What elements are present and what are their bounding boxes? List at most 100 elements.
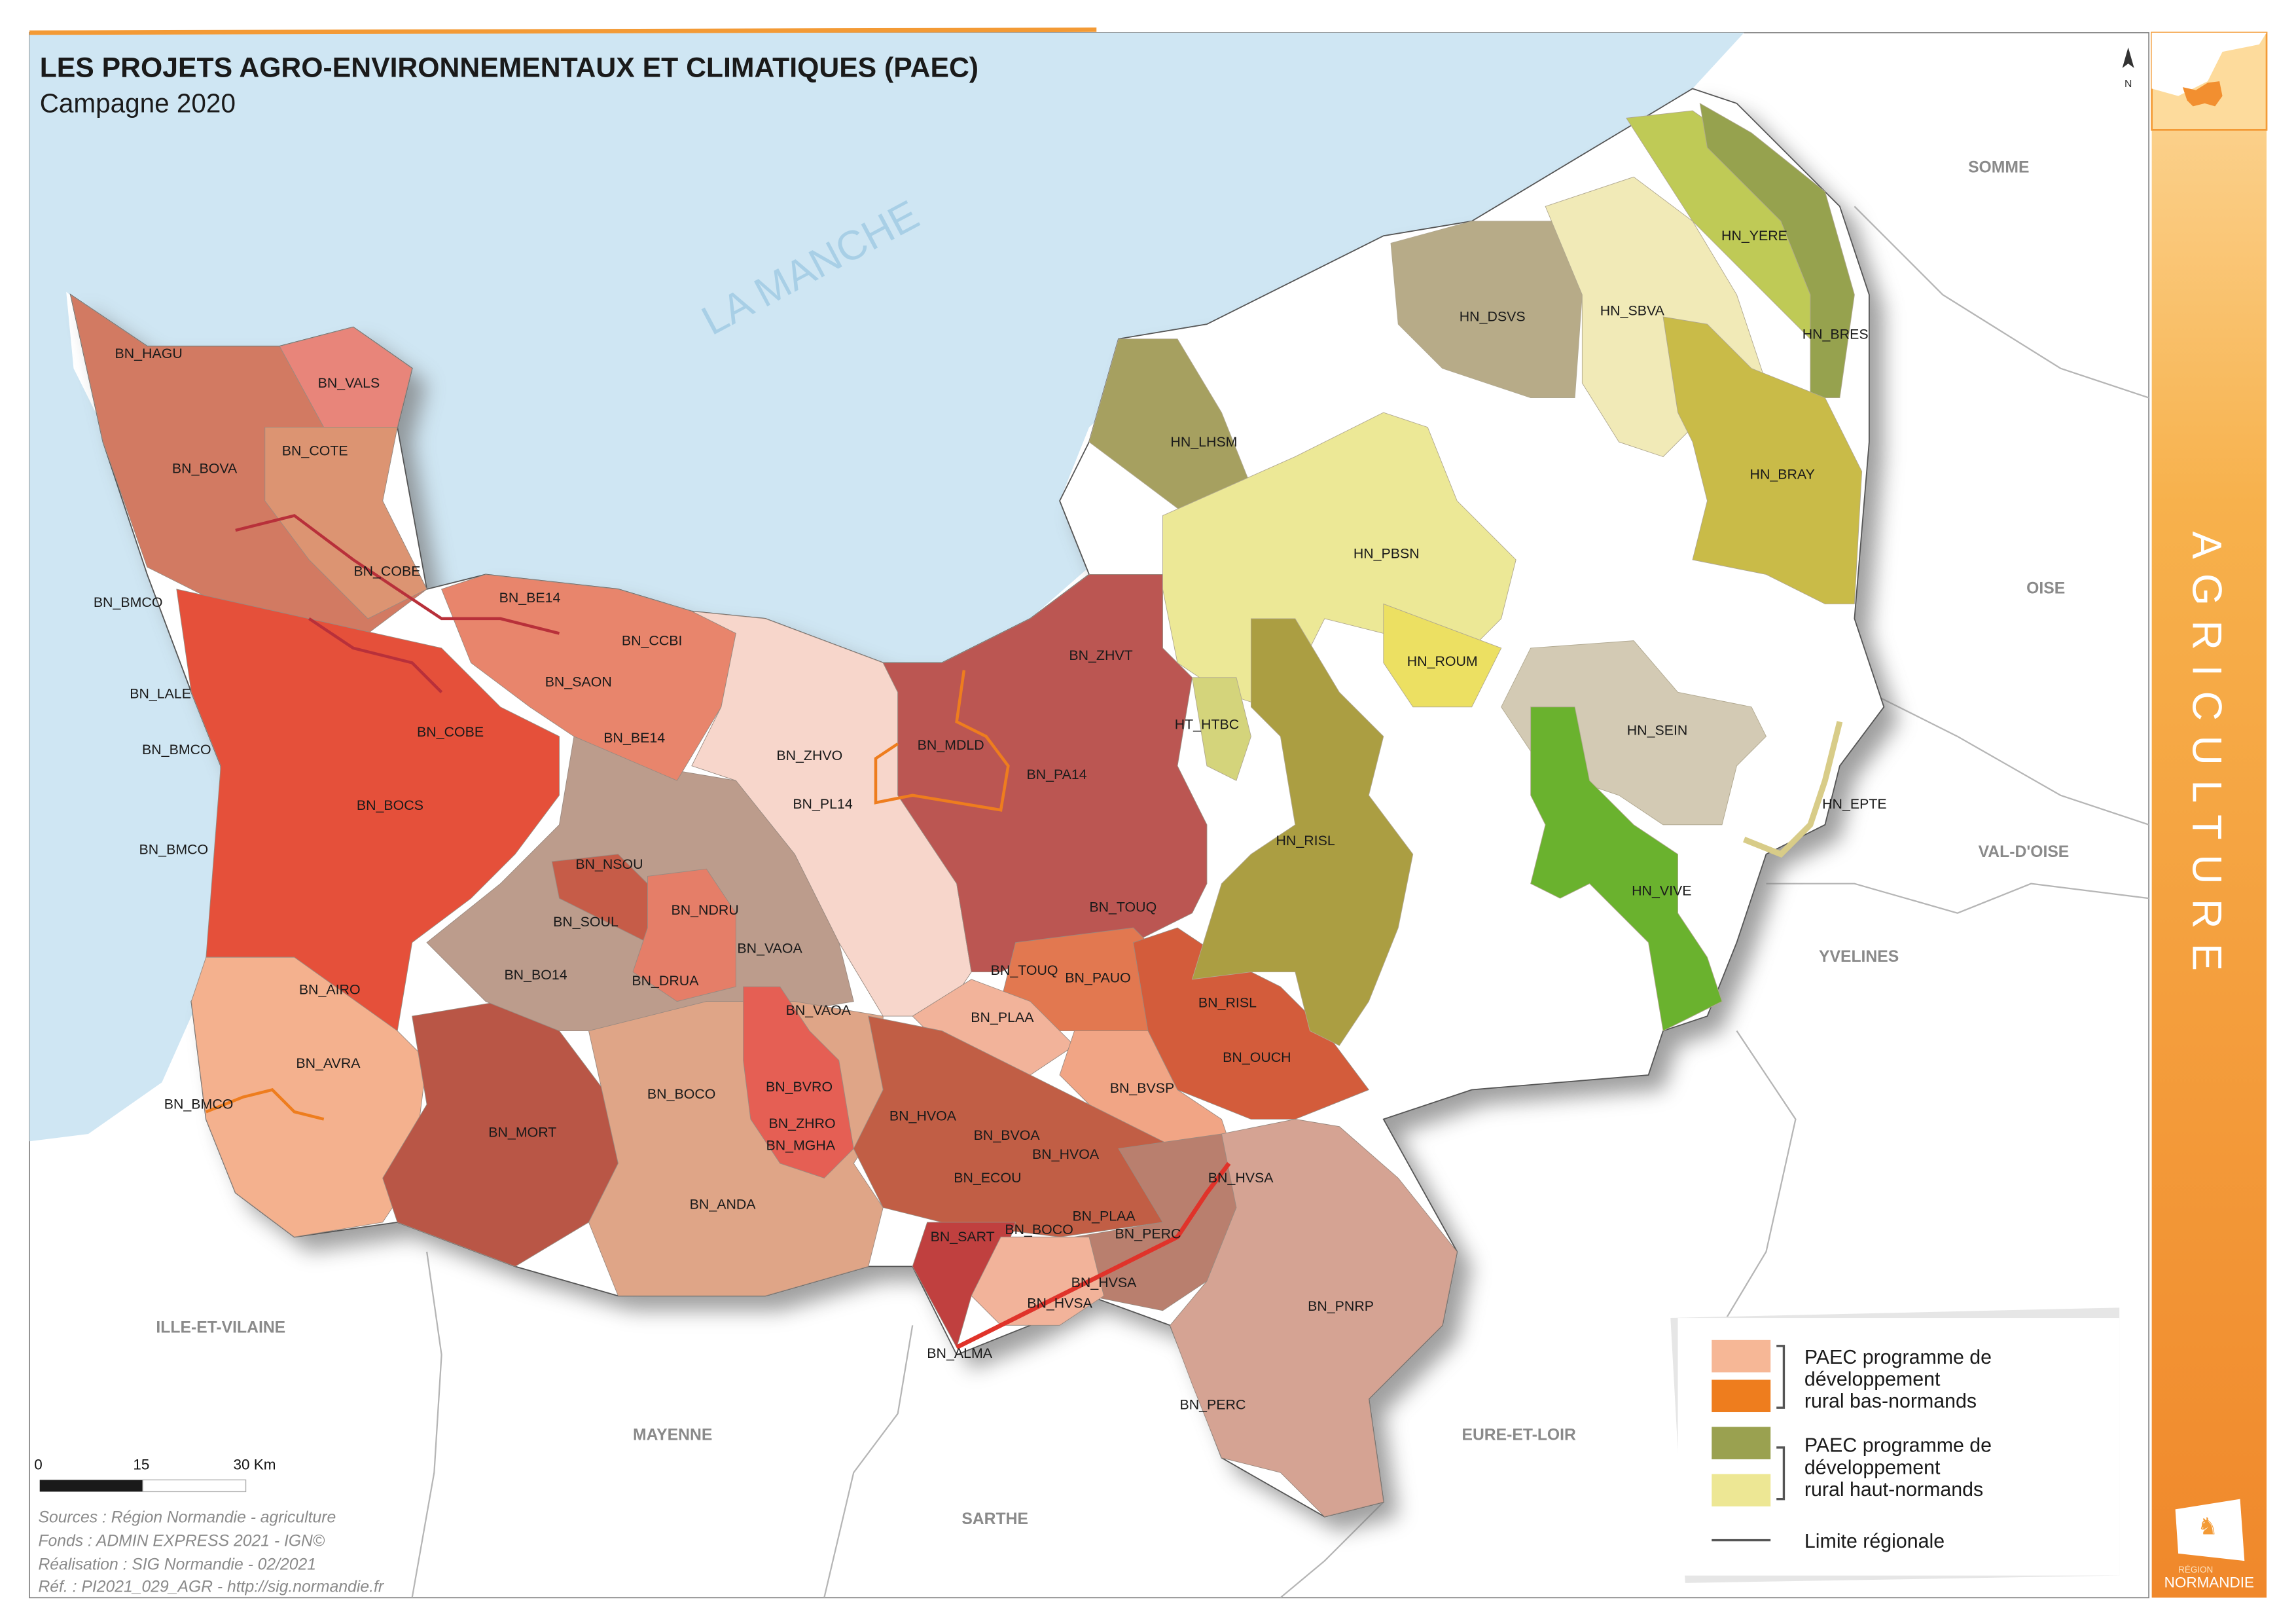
zone-label: BN_CCBI <box>622 632 683 648</box>
zone-label: BN_DRUA <box>632 973 699 989</box>
zone-label: HN_SEIN <box>1627 723 1688 739</box>
svg-text:NORMANDIE: NORMANDIE <box>2164 1575 2254 1591</box>
zone-label: HT_HTBC <box>1175 717 1240 733</box>
zone-label: BN_AVRA <box>296 1055 361 1071</box>
department-label: YVELINES <box>1819 948 1899 966</box>
zone-label: BN_PERC <box>1115 1226 1181 1242</box>
river-hvsa <box>956 1161 1231 1350</box>
sources-block: Sources : Région Normandie - agriculture… <box>38 1509 384 1596</box>
department-labels: SOMME OISE VAL-D'OISE YVELINES ILLE-ET-VILAI… <box>156 159 2069 1528</box>
zone-bn-avra[interactable] <box>190 957 427 1237</box>
river-mdld <box>874 670 1010 812</box>
zone-label: BN_HVOA <box>1032 1146 1100 1162</box>
zone-label: BN_BMCO <box>164 1097 234 1112</box>
zone-hn-bray[interactable] <box>1662 316 1863 604</box>
zone-label: BN_BOVA <box>172 460 238 476</box>
zone-labels: BN_HAGU BN_VALS BN_COTE BN_BOVA BN_COBE BN_BM… <box>94 228 1887 1412</box>
zone-label: HN_EPTE <box>1822 796 1887 812</box>
zone-hn-dsvs[interactable] <box>1390 221 1583 399</box>
zone-label: BN_HVSA <box>1208 1170 1274 1186</box>
zone-hn-vive[interactable] <box>1530 706 1723 1032</box>
zone-label: BN_COBE <box>417 724 484 740</box>
zone-label: BN_HVOA <box>889 1108 957 1124</box>
zone-label: BN_BVOA <box>974 1127 1041 1143</box>
legend-label-regional-border: Limite régionale <box>1804 1531 1945 1552</box>
zone-label: HN_VIVE <box>1632 883 1691 899</box>
zone-label: BN_OUCH <box>1223 1049 1291 1065</box>
svg-text:Sources : Région Normandie - a: Sources : Région Normandie - agriculture <box>38 1509 336 1527</box>
zone-ht-htbc[interactable] <box>1191 677 1251 781</box>
zone-label: BN_MORT <box>488 1124 556 1140</box>
zone-label: HN_LHSM <box>1170 434 1237 450</box>
zone-label: BN_NSOU <box>575 856 643 872</box>
svg-text:Réalisation : SIG Normandie -: Réalisation : SIG Normandie - 02/2021 <box>38 1556 316 1574</box>
zone-label: BN_BOCS <box>357 797 423 813</box>
zone-label: BN_BE14 <box>499 590 561 606</box>
svg-text:15: 15 <box>133 1457 149 1473</box>
zones-bas-normands <box>70 294 1458 1518</box>
svg-text:0: 0 <box>34 1457 43 1473</box>
zone-label: BN_BVSP <box>1110 1080 1175 1096</box>
sidebar-theme-label: AGRICULTURE <box>2184 532 2230 986</box>
department-label: VAL-D'OISE <box>1979 843 2070 861</box>
zone-bn-bvro[interactable] <box>743 986 854 1178</box>
svg-text:N: N <box>2125 79 2132 90</box>
legend-label-bn-1: PAEC programme de <box>1804 1347 1992 1368</box>
zone-label: HN_ROUM <box>1407 653 1478 669</box>
zone-hn-risl[interactable] <box>1191 618 1414 1046</box>
zone-label: HN_RISL <box>1276 833 1335 848</box>
legend-swatch-hn-light <box>1712 1474 1771 1506</box>
legend-label-hn-3: rural haut-normands <box>1804 1479 1983 1501</box>
zone-label: BN_PNRP <box>1308 1298 1374 1314</box>
zone-label: HN_SBVA <box>1600 303 1665 319</box>
zone-label: BN_TOUQ <box>1089 899 1157 915</box>
zone-label: BN_BMCO <box>94 594 163 610</box>
zone-label: BN_PLAA <box>971 1010 1034 1025</box>
zone-bn-ndru-drua[interactable] <box>632 868 736 1002</box>
zone-label: BN_BMCO <box>142 742 211 757</box>
zone-hn-epte[interactable] <box>1743 721 1843 858</box>
zone-bn-vals[interactable] <box>279 327 413 428</box>
zone-label: BN_PERC <box>1179 1396 1246 1412</box>
zone-label: BN_PA14 <box>1026 767 1086 782</box>
legend-swatch-bn-dark <box>1712 1379 1771 1412</box>
zone-label: BN_NDRU <box>672 902 739 918</box>
zone-label: BN_LALE <box>130 685 191 701</box>
zone-label: BN_HAGU <box>115 346 182 361</box>
zone-label: BN_PLAA <box>1072 1209 1136 1224</box>
zone-label: BN_ZHRO <box>769 1116 836 1131</box>
zone-label: HN_BRAY <box>1750 466 1815 482</box>
zone-label: BN_BE14 <box>603 730 665 746</box>
legend-label-hn-1: PAEC programme de <box>1804 1435 1992 1457</box>
zone-label: HN_YERE <box>1721 228 1787 244</box>
zone-label: HN_PBSN <box>1354 546 1420 562</box>
zone-label: BN_COBE <box>353 564 420 579</box>
zone-label: BN_BO14 <box>504 967 567 983</box>
zone-label: BN_ZHVO <box>776 748 842 763</box>
zone-bn-boco-south[interactable] <box>971 1236 1105 1326</box>
legend-label-bn-2: développement <box>1804 1369 1941 1391</box>
legend-label-bn-3: rural bas-normands <box>1804 1391 1977 1412</box>
zone-label: BN_HVSA <box>1071 1275 1137 1290</box>
department-label: MAYENNE <box>633 1427 712 1444</box>
svg-text:30 Km: 30 Km <box>234 1457 276 1473</box>
zone-label: BN_BVRO <box>766 1079 833 1095</box>
zone-label: BN_PL14 <box>793 796 853 812</box>
zone-label: BN_TOUQ <box>991 962 1058 978</box>
svg-text:Réf. : PI2021_029_AGR - http:/: Réf. : PI2021_029_AGR - http://sig.norma… <box>38 1578 384 1596</box>
zone-label: BN_ECOU <box>954 1170 1021 1186</box>
zone-bn-hvoa[interactable] <box>853 1015 1178 1237</box>
zone-bn-cote[interactable] <box>264 427 427 619</box>
department-label: OISE <box>2026 580 2065 598</box>
zone-hn-roum[interactable] <box>1383 603 1502 708</box>
department-label: SOMME <box>1968 159 2029 177</box>
inset-locator-map <box>2151 31 2268 131</box>
zone-bn-bocs[interactable] <box>176 589 560 1032</box>
zone-label: BN_SART <box>931 1229 995 1245</box>
zone-label: BN_AIRO <box>299 981 361 997</box>
zone-label: BN_MGHA <box>766 1138 835 1154</box>
zone-bn-pnrp[interactable] <box>1170 1119 1458 1518</box>
zone-label: BN_MDLD <box>918 737 984 753</box>
svg-text:RÉGION: RÉGION <box>2178 1565 2213 1575</box>
